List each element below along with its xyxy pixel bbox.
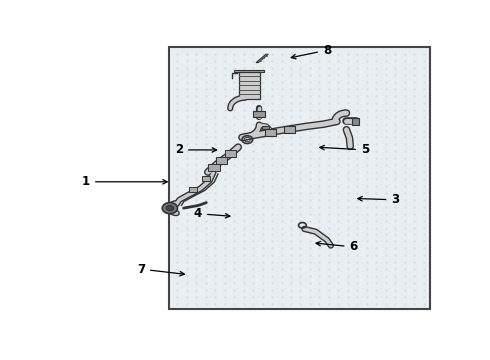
Bar <box>265 129 276 136</box>
Bar <box>253 111 265 117</box>
Text: 8: 8 <box>291 44 331 59</box>
Polygon shape <box>234 69 265 72</box>
Text: 3: 3 <box>358 193 399 206</box>
Bar <box>262 126 269 129</box>
Bar <box>208 163 220 171</box>
Circle shape <box>162 203 177 214</box>
Text: 4: 4 <box>194 207 230 220</box>
Bar <box>190 187 197 192</box>
Bar <box>170 48 430 309</box>
Text: 7: 7 <box>137 262 184 276</box>
Text: 6: 6 <box>316 240 358 253</box>
Bar <box>352 118 359 125</box>
Circle shape <box>166 205 173 211</box>
Text: 1: 1 <box>82 175 167 188</box>
Bar <box>284 126 295 133</box>
Bar <box>202 176 210 181</box>
Bar <box>225 150 236 157</box>
Polygon shape <box>256 54 268 63</box>
Text: 2: 2 <box>175 143 217 157</box>
Polygon shape <box>239 72 260 99</box>
Bar <box>216 157 227 165</box>
Text: 5: 5 <box>320 143 369 157</box>
